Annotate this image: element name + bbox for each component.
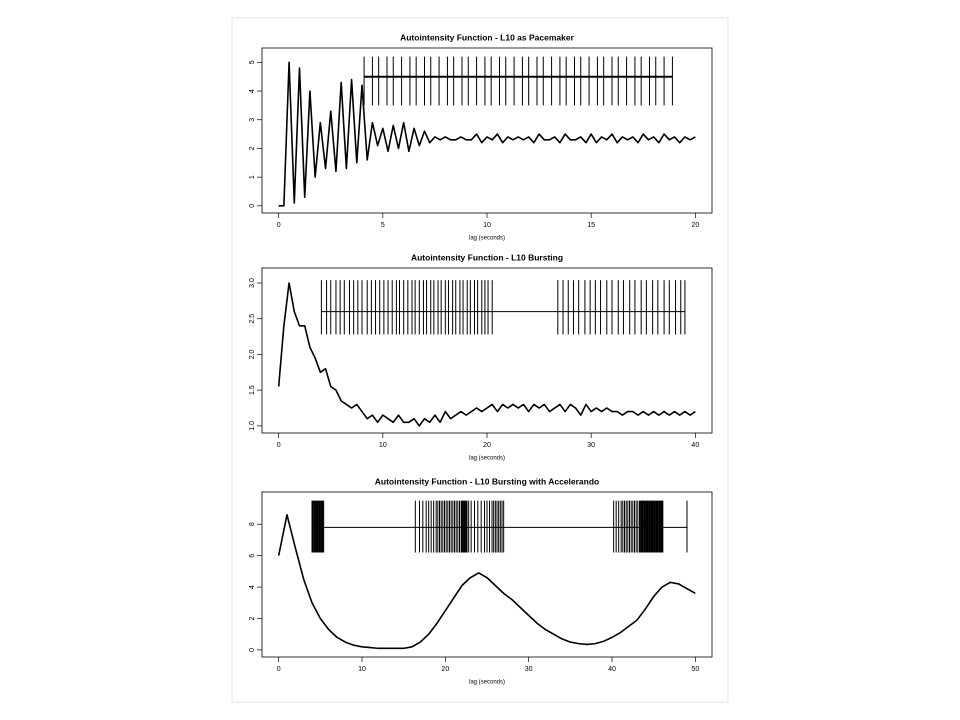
y-tick-label: 3 <box>249 118 256 122</box>
page-frame <box>231 17 729 703</box>
plot-box <box>261 491 713 658</box>
x-tick-label: 30 <box>587 442 595 449</box>
y-tick-label: 3.0 <box>249 278 256 288</box>
y-tick-label: 2 <box>249 616 256 620</box>
x-tick-label: 40 <box>608 666 616 673</box>
x-axis-label: lag (seconds) <box>469 236 505 242</box>
y-tick-label: 1.5 <box>249 385 256 395</box>
x-tick-label: 10 <box>358 666 366 673</box>
chart-title: Autointensity Function - L10 Bursting <box>411 252 563 262</box>
autointensity-line <box>277 282 696 427</box>
chart-title: Autointensity Function - L10 Bursting wi… <box>375 476 599 486</box>
autointensity-line <box>278 61 696 207</box>
y-tick-label: 4 <box>249 89 256 93</box>
x-tick-label: 15 <box>587 222 595 229</box>
y-tick-label: 2.0 <box>249 349 256 359</box>
y-tick-label: 4 <box>249 585 256 589</box>
x-tick-label: 0 <box>277 442 281 449</box>
x-tick-label: 50 <box>691 666 699 673</box>
y-tick-label: 2.5 <box>249 314 256 324</box>
y-tick-label: 6 <box>249 554 256 558</box>
x-axis-label: lag (seconds) <box>469 680 505 686</box>
chart-title: Autointensity Function - L10 as Pacemake… <box>400 32 575 42</box>
x-tick-label: 0 <box>277 222 281 229</box>
x-tick-label: 20 <box>691 222 699 229</box>
x-tick-label: 10 <box>379 442 387 449</box>
x-tick-label: 30 <box>525 666 533 673</box>
y-tick-label: 1.0 <box>249 421 256 431</box>
y-tick-label: 8 <box>249 522 256 526</box>
x-tick-label: 20 <box>441 666 449 673</box>
x-tick-label: 40 <box>691 442 699 449</box>
y-tick-label: 0 <box>249 204 256 208</box>
y-tick-label: 2 <box>249 146 256 150</box>
x-tick-label: 0 <box>277 666 281 673</box>
autointensity-line <box>277 513 696 650</box>
y-tick-label: 1 <box>249 175 256 179</box>
x-tick-label: 10 <box>483 222 491 229</box>
x-tick-label: 20 <box>483 442 491 449</box>
y-tick-label: 5 <box>249 60 256 64</box>
y-tick-label: 0 <box>249 648 256 652</box>
x-tick-label: 5 <box>381 222 385 229</box>
x-axis-label: lag (seconds) <box>469 456 505 462</box>
